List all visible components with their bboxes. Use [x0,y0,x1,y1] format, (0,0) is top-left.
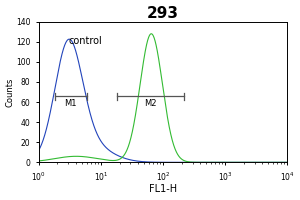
Text: M2: M2 [144,99,157,108]
X-axis label: FL1-H: FL1-H [149,184,177,194]
Y-axis label: Counts: Counts [6,77,15,107]
Text: control: control [68,36,102,46]
Title: 293: 293 [147,6,179,21]
Text: M1: M1 [64,99,77,108]
